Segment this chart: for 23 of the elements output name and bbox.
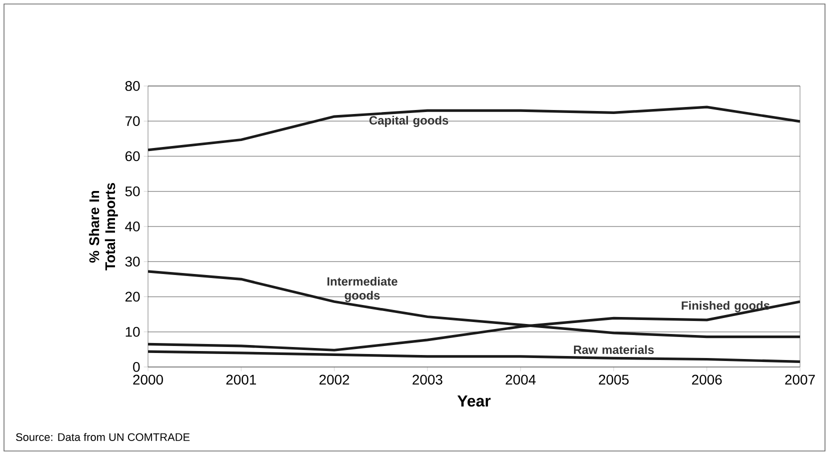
x-axis-title: Year <box>457 395 491 407</box>
x-tick-label: 2001 <box>226 374 256 385</box>
x-tick-label: 2006 <box>692 374 722 385</box>
y-tick-label: 50 <box>125 186 140 196</box>
annotation: Raw materials <box>574 345 654 354</box>
y-tick-label: 20 <box>125 292 140 302</box>
y-tick-label: 10 <box>126 326 140 337</box>
y-tick-label: 0 <box>133 362 140 372</box>
x-tick-label: 2003 <box>412 374 442 385</box>
x-tick-label: 2000 <box>133 374 163 385</box>
source-note: Source: Data from UN COMTRADE <box>16 432 190 442</box>
y-tick-label: 70 <box>125 116 140 126</box>
x-tick-label: 2005 <box>598 374 629 385</box>
x-tick-label: 2004 <box>506 374 536 385</box>
y-tick-label: 80 <box>125 81 140 91</box>
annotation: Finished goods <box>682 301 770 312</box>
x-tick-label: 2007 <box>785 374 815 385</box>
x-tick-label: 2002 <box>319 374 350 385</box>
y-axis-title: % Share In Total Imports <box>88 183 118 270</box>
y-tick-label: 60 <box>125 151 140 162</box>
y-tick-label: 40 <box>125 222 140 232</box>
line-series <box>148 106 800 152</box>
y-tick-label: 30 <box>125 256 140 267</box>
